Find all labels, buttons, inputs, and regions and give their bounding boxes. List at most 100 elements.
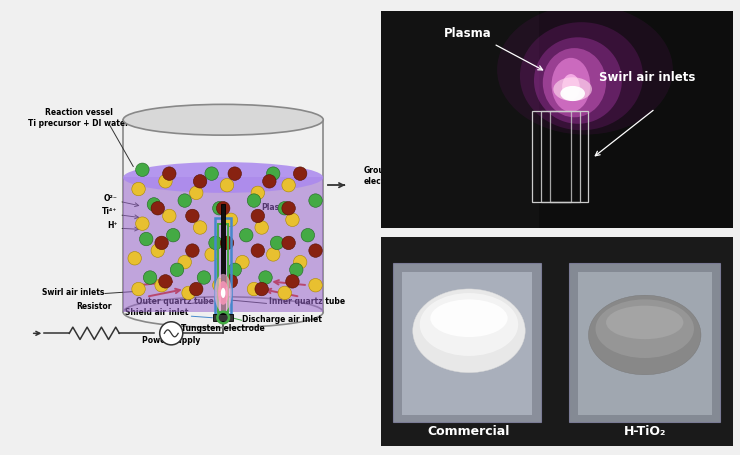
Circle shape: [282, 236, 295, 250]
Text: O²⁻: O²⁻: [104, 193, 118, 202]
Circle shape: [189, 186, 203, 200]
Circle shape: [266, 248, 280, 261]
Circle shape: [286, 275, 299, 288]
Ellipse shape: [534, 37, 622, 124]
Circle shape: [193, 221, 207, 234]
Circle shape: [251, 186, 265, 200]
Ellipse shape: [221, 288, 226, 298]
Text: Resistor: Resistor: [76, 303, 112, 312]
Bar: [532, 111, 588, 202]
Circle shape: [186, 244, 199, 258]
Circle shape: [163, 167, 176, 180]
Circle shape: [147, 197, 161, 211]
Circle shape: [151, 202, 164, 215]
Text: Commercial: Commercial: [428, 425, 510, 439]
Circle shape: [155, 278, 169, 292]
Ellipse shape: [606, 306, 684, 339]
Circle shape: [224, 275, 238, 288]
Circle shape: [235, 255, 249, 269]
Circle shape: [247, 194, 260, 207]
Circle shape: [289, 263, 303, 277]
Bar: [381, 11, 539, 228]
Circle shape: [286, 213, 299, 227]
Circle shape: [205, 167, 218, 180]
Bar: [213, 314, 233, 321]
Circle shape: [178, 194, 192, 207]
Circle shape: [197, 271, 211, 284]
Circle shape: [554, 77, 592, 101]
Text: Power supply: Power supply: [142, 336, 201, 345]
Circle shape: [128, 252, 141, 265]
Ellipse shape: [596, 299, 694, 358]
Text: Discharge air inlet: Discharge air inlet: [243, 315, 323, 324]
Circle shape: [209, 236, 222, 250]
Text: H-TiO₂: H-TiO₂: [624, 425, 666, 439]
Circle shape: [240, 228, 253, 242]
Ellipse shape: [551, 58, 591, 112]
Circle shape: [140, 233, 153, 246]
Circle shape: [282, 178, 295, 192]
Ellipse shape: [562, 74, 579, 100]
Ellipse shape: [520, 22, 643, 130]
Text: H⁺: H⁺: [107, 221, 118, 229]
Circle shape: [247, 283, 260, 296]
Circle shape: [193, 175, 207, 188]
Circle shape: [217, 202, 230, 215]
Circle shape: [263, 175, 276, 188]
Circle shape: [251, 244, 265, 258]
Circle shape: [309, 244, 323, 258]
Bar: [550, 111, 571, 202]
Bar: [123, 177, 323, 312]
Circle shape: [212, 278, 226, 292]
Ellipse shape: [218, 281, 229, 305]
Circle shape: [135, 163, 149, 177]
Bar: [541, 111, 579, 202]
Circle shape: [251, 209, 265, 222]
Ellipse shape: [413, 289, 525, 373]
Text: Grounded
electrode: Grounded electrode: [363, 166, 406, 186]
Circle shape: [132, 283, 145, 296]
Ellipse shape: [215, 274, 232, 312]
Circle shape: [228, 263, 241, 277]
Circle shape: [178, 255, 192, 269]
FancyBboxPatch shape: [394, 263, 541, 422]
Bar: [403, 272, 532, 415]
Ellipse shape: [588, 295, 701, 375]
Circle shape: [309, 278, 323, 292]
Circle shape: [189, 283, 203, 296]
Circle shape: [158, 275, 172, 288]
Circle shape: [282, 202, 295, 215]
Circle shape: [144, 271, 157, 284]
Ellipse shape: [123, 104, 323, 135]
Circle shape: [132, 182, 145, 196]
Circle shape: [212, 202, 226, 215]
Text: Outer quartz tube: Outer quartz tube: [136, 298, 214, 307]
FancyBboxPatch shape: [569, 263, 720, 422]
Circle shape: [135, 217, 149, 230]
Bar: [578, 272, 712, 415]
Circle shape: [205, 248, 218, 261]
Text: Swirl air inlets: Swirl air inlets: [42, 288, 104, 297]
Ellipse shape: [420, 293, 518, 356]
Text: Plasma: Plasma: [444, 27, 492, 40]
Circle shape: [163, 209, 176, 222]
Circle shape: [560, 86, 585, 101]
Circle shape: [166, 228, 180, 242]
Circle shape: [224, 213, 238, 227]
Circle shape: [221, 236, 234, 250]
Text: Plasma: Plasma: [261, 203, 293, 212]
Circle shape: [170, 263, 184, 277]
Circle shape: [158, 175, 172, 188]
Circle shape: [182, 286, 195, 300]
Circle shape: [278, 202, 292, 215]
Circle shape: [294, 167, 307, 180]
Circle shape: [278, 286, 292, 300]
Circle shape: [270, 236, 284, 250]
Ellipse shape: [543, 48, 606, 117]
Circle shape: [151, 244, 164, 258]
Ellipse shape: [497, 5, 673, 135]
Circle shape: [294, 255, 307, 269]
Text: Inner quartz tube: Inner quartz tube: [269, 298, 346, 307]
Text: Shield air inlet: Shield air inlet: [125, 308, 189, 317]
Circle shape: [160, 322, 183, 345]
